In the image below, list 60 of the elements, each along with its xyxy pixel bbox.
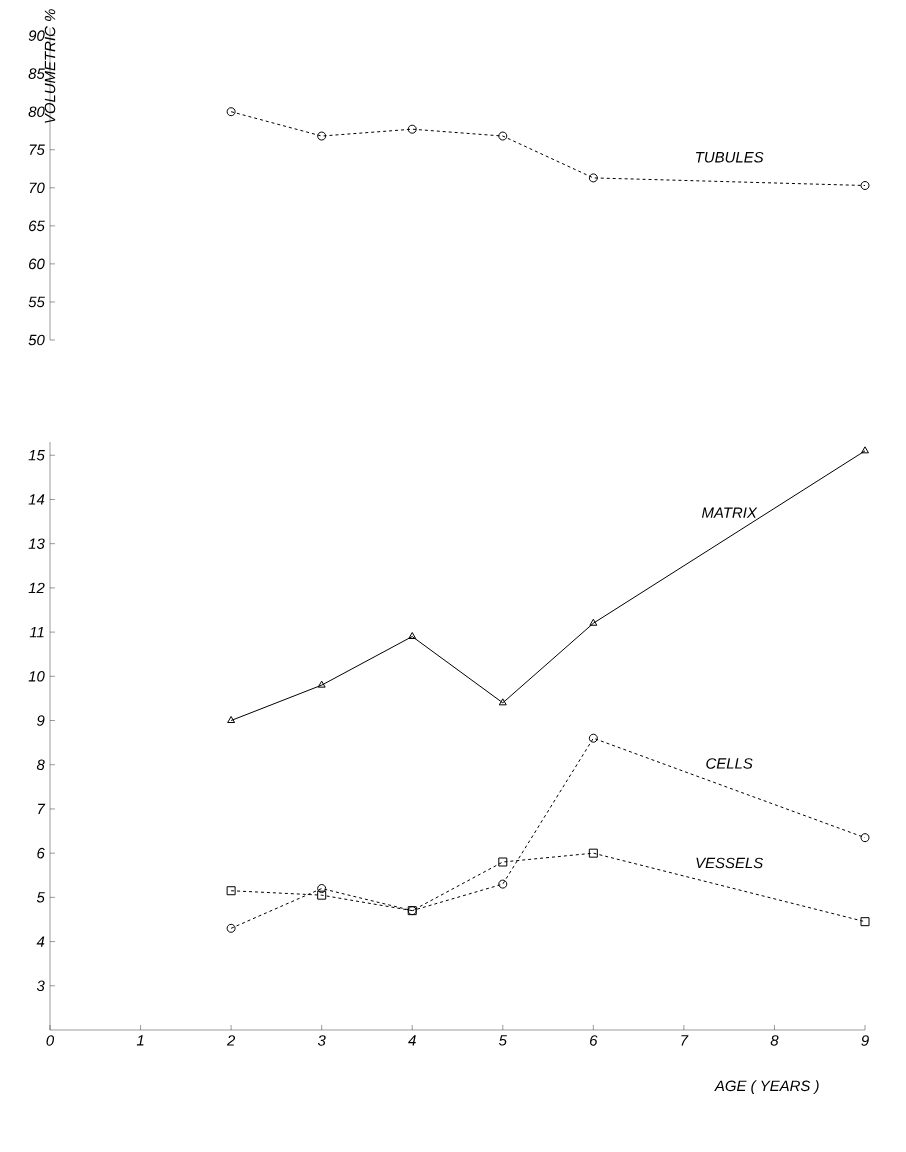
y-tick-label: 4 — [36, 936, 45, 947]
y-tick-label: 75 — [29, 144, 45, 155]
point — [860, 917, 870, 927]
x-tick-label: 1 — [136, 1035, 144, 1046]
x-tick-label: 5 — [498, 1035, 507, 1046]
y-tick-label: 80 — [28, 106, 45, 117]
series-label: TUBULES — [696, 151, 764, 163]
y-tick-label: 6 — [37, 847, 45, 859]
point — [408, 632, 417, 640]
point — [407, 124, 417, 134]
point — [317, 884, 327, 894]
y-axis-title: VOLUMETRIC % — [44, 9, 56, 123]
point — [498, 857, 508, 867]
y-tick-label: 12 — [28, 582, 45, 594]
point — [861, 446, 869, 454]
y-tick-label: 11 — [29, 626, 44, 638]
y-tick-label: 13 — [28, 538, 45, 549]
point — [317, 131, 327, 141]
point — [317, 890, 327, 900]
y-tick-label: 9 — [37, 715, 45, 726]
y-tick-label: 50 — [28, 334, 45, 346]
y-tick-label: 14 — [28, 494, 45, 505]
y-tick-label: 15 — [28, 450, 45, 461]
y-tick-label: 65 — [29, 220, 45, 232]
y-tick-label: 5 — [36, 892, 45, 903]
series-label: MATRIX — [701, 507, 758, 518]
x-tick-label: 3 — [317, 1035, 326, 1046]
point — [860, 833, 870, 843]
point — [227, 716, 236, 724]
x-tick-label: 6 — [590, 1035, 598, 1046]
y-tick-label: 3 — [36, 980, 45, 992]
x-axis-title: AGE ( YEARS ) — [714, 1080, 819, 1095]
point — [226, 107, 236, 117]
x-tick-label: 2 — [226, 1035, 236, 1046]
point — [498, 698, 507, 706]
y-tick-label: 70 — [29, 182, 45, 194]
point — [226, 923, 236, 933]
x-tick-label: 7 — [681, 1035, 689, 1046]
point — [588, 848, 598, 858]
y-tick-label: 8 — [36, 759, 45, 771]
point — [588, 173, 598, 183]
x-tick-label: 8 — [770, 1035, 779, 1046]
y-tick-label: 90 — [28, 30, 45, 41]
x-tick-label: 9 — [861, 1035, 869, 1046]
point — [860, 181, 870, 191]
point — [317, 680, 326, 688]
point — [589, 618, 598, 626]
y-tick-label: 85 — [28, 68, 45, 79]
point — [226, 886, 236, 896]
x-tick-label: 0 — [46, 1035, 55, 1046]
point — [588, 733, 598, 743]
series-label: VESSELS — [696, 857, 764, 869]
y-tick-label: 60 — [29, 258, 45, 270]
point — [498, 879, 508, 889]
x-tick-label: 4 — [408, 1035, 416, 1046]
y-tick-label: 7 — [38, 803, 46, 815]
y-tick-label: 10 — [28, 671, 45, 682]
y-tick-label: 55 — [28, 296, 45, 308]
point — [498, 131, 508, 141]
series-label: CELLS — [706, 758, 753, 769]
